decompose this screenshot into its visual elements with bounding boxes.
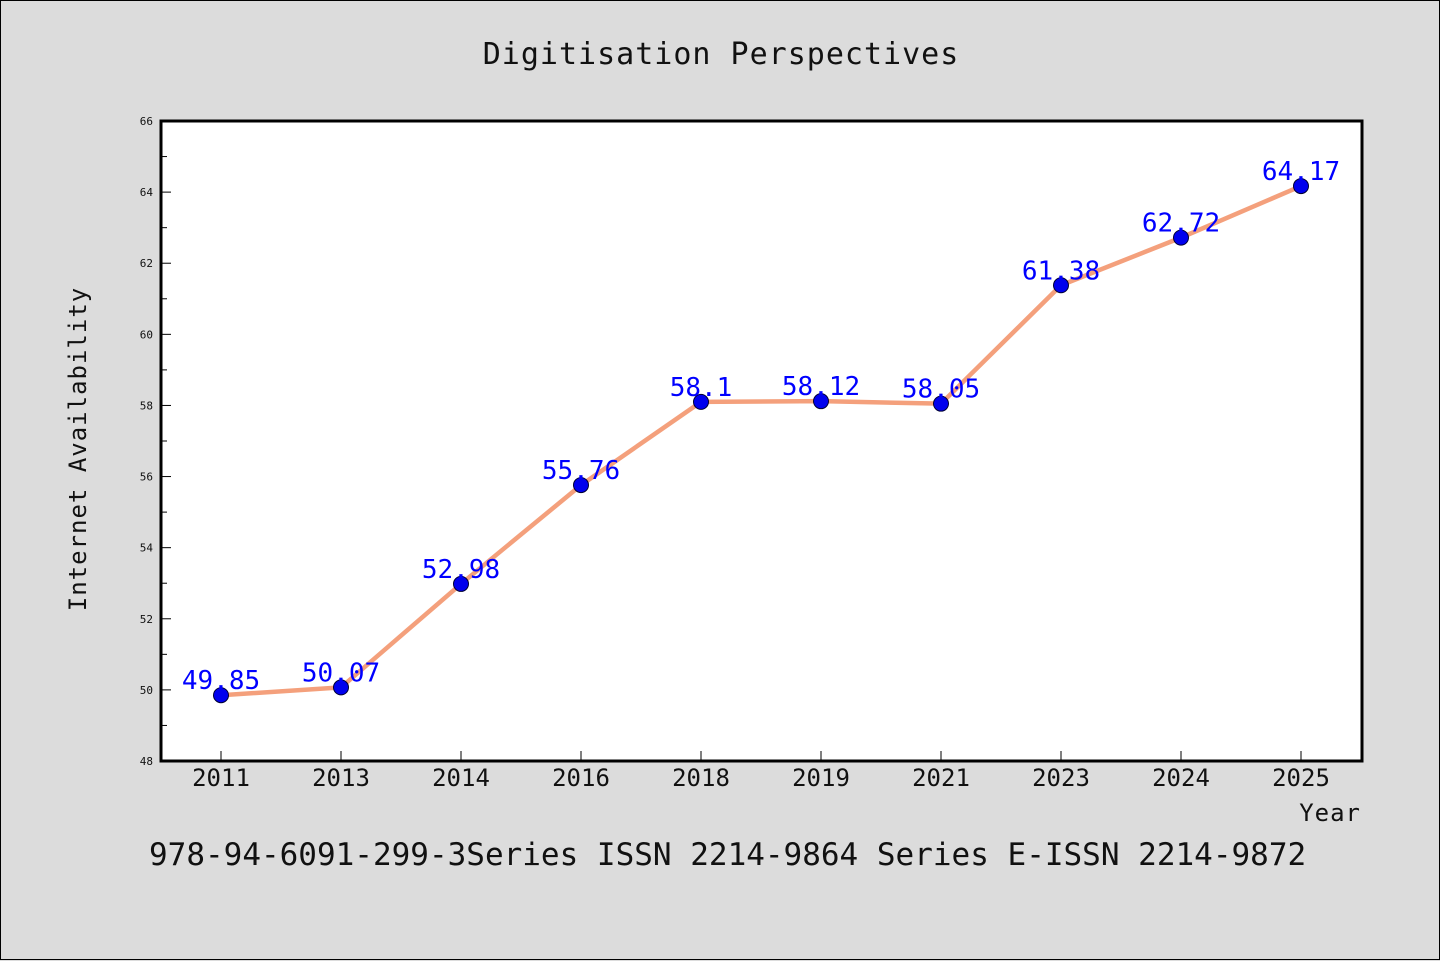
data-label: 50.07 [302, 658, 380, 688]
data-point [1173, 229, 1189, 246]
y-axis: 48 50 52 54 56 58 60 62 64 66 [140, 115, 171, 768]
y-tick-label: 50 [140, 684, 153, 697]
x-tick-label: 2023 [1032, 764, 1090, 792]
data-label: 58.1 [670, 373, 733, 403]
plot-area [161, 121, 1362, 761]
data-point [333, 679, 349, 696]
data-markers [213, 178, 1309, 704]
y-tick-label: 48 [140, 755, 153, 768]
data-label: 49.85 [182, 666, 260, 696]
y-tick-label: 62 [140, 257, 153, 270]
y-tick-label: 58 [140, 399, 153, 412]
data-label: 58.05 [902, 375, 980, 405]
x-tick-label: 2024 [1152, 764, 1210, 792]
x-tick-label: 2014 [432, 764, 490, 792]
x-tick-label: 2025 [1272, 764, 1330, 792]
y-tick-label: 54 [140, 542, 154, 555]
data-point [1293, 178, 1309, 195]
data-label: 64.17 [1262, 157, 1340, 187]
y-tick-label: 64 [140, 186, 154, 199]
y-axis-label: Internet Availability [64, 287, 92, 611]
data-label: 55.76 [542, 456, 620, 486]
data-point [933, 395, 949, 412]
data-point [1053, 277, 1069, 294]
data-labels: 49.85 50.07 52.98 55.76 58.1 58.12 58.05 61.38 6… [182, 157, 1340, 696]
data-label: 58.12 [782, 372, 860, 402]
y-tick-label: 66 [140, 115, 153, 128]
footer-text: 978-94-6091-299-3Series ISSN 2214-9864 S… [149, 837, 1306, 873]
plot-border [159, 119, 1364, 763]
y-tick-label: 60 [140, 328, 153, 341]
x-tick-label: 2018 [672, 764, 730, 792]
data-point [453, 575, 469, 592]
x-tick-label: 2019 [792, 764, 850, 792]
y-tick-label: 52 [140, 613, 153, 626]
x-tick-label: 2016 [552, 764, 610, 792]
x-tick-label: 2021 [912, 764, 970, 792]
x-axis: 2011 2013 2014 2016 2018 2019 2021 2023 2024 2025 [192, 751, 1330, 792]
series-line [220, 183, 1302, 698]
data-label: 62.72 [1142, 209, 1220, 239]
data-point [213, 687, 229, 704]
data-point [693, 393, 709, 410]
y-tick-label: 56 [140, 471, 153, 484]
data-label: 52.98 [422, 555, 500, 585]
x-tick-label: 2011 [192, 764, 250, 792]
chart-title: Digitisation Perspectives [483, 37, 960, 72]
x-tick-label: 2013 [312, 764, 370, 792]
x-axis-label: Year [1299, 799, 1361, 827]
data-point [573, 477, 589, 494]
data-point [813, 393, 829, 410]
data-label: 61.38 [1022, 256, 1100, 286]
